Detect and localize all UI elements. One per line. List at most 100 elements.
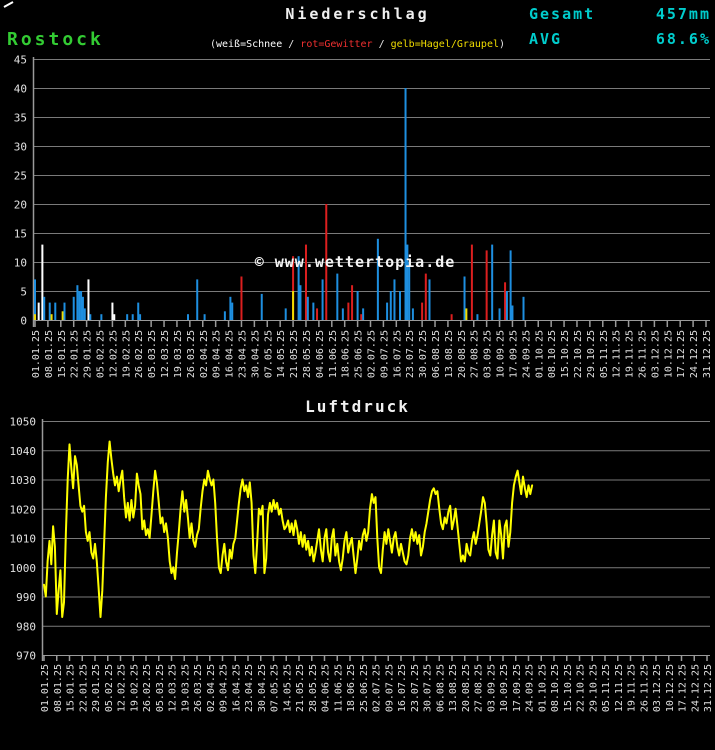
x-tick-label: 26.03.25	[186, 330, 197, 378]
x-tick-label: 01.10.25	[534, 330, 545, 378]
precip-bar-rain	[137, 302, 140, 320]
precip-bar-thunder	[240, 276, 243, 320]
x-tick-label: 30.04.25	[250, 330, 261, 378]
precip-bar-hail	[34, 314, 36, 320]
x-tick-label: 08.01.25	[53, 664, 64, 712]
x-tick-label: 02.04.25	[199, 330, 210, 378]
legend: (weiß=Schnee / rot=Gewitter / gelb=Hagel…	[0, 39, 715, 50]
precip-bar-rain	[203, 314, 206, 320]
x-tick-label: 26.03.25	[193, 664, 204, 712]
x-tick-label: 09.04.25	[219, 664, 230, 712]
precip-bar-rain	[43, 296, 46, 320]
x-tick-label: 03.09.25	[486, 664, 497, 712]
x-tick-label: 23.04.25	[244, 664, 255, 712]
x-tick-label: 07.05.25	[263, 330, 274, 378]
y-tick-label: 45	[14, 54, 27, 67]
avg-value: 68.6%	[655, 30, 711, 48]
total-value: 457mm	[655, 5, 711, 23]
x-tick-label: 14.05.25	[282, 664, 293, 712]
precip-bar-rain	[312, 302, 315, 320]
precip-bar-rain	[100, 314, 103, 320]
x-tick-label: 15.10.25	[560, 330, 571, 378]
x-tick-label: 17.09.25	[512, 664, 523, 712]
x-tick-label: 22.01.25	[78, 664, 89, 712]
x-tick-label: 20.08.25	[457, 330, 468, 378]
x-tick-label: 04.06.25	[315, 330, 326, 378]
x-tick-label: 19.03.25	[180, 664, 191, 712]
x-tick-label: 15.01.25	[66, 664, 77, 712]
x-tick-label: 02.04.25	[206, 664, 217, 712]
x-tick-label: 24.09.25	[521, 330, 532, 378]
precip-bar-rain	[428, 279, 431, 320]
total-label: Gesamt	[529, 5, 596, 23]
y-tick-label: 990	[16, 591, 36, 604]
x-tick-label: 09.04.25	[212, 330, 223, 378]
x-tick-label: 31.12.25	[702, 330, 713, 378]
x-tick-label: 09.07.25	[384, 664, 395, 712]
x-tick-label: 29.10.25	[586, 330, 597, 378]
x-tick-label: 14.05.25	[276, 330, 287, 378]
x-tick-label: 17.12.25	[678, 664, 689, 712]
precip-bar-rain	[83, 308, 86, 320]
x-tick-label: 15.10.25	[563, 664, 574, 712]
x-tick-label: 10.12.25	[665, 664, 676, 712]
precip-bar-snow	[113, 314, 116, 320]
legend-close: )	[498, 39, 506, 50]
x-tick-label: 22.10.25	[573, 330, 584, 378]
x-tick-label: 01.10.25	[537, 664, 548, 712]
x-tick-label: 24.12.25	[689, 330, 700, 378]
y-tick-label: 15	[14, 228, 27, 241]
precip-bar-rain	[81, 296, 84, 320]
x-tick-label: 19.11.25	[625, 330, 636, 378]
x-tick-label: 10.12.25	[663, 330, 674, 378]
y-tick-label: 1000	[10, 562, 37, 575]
precip-bar-thunder	[347, 302, 350, 320]
precip-bar-rain	[260, 293, 263, 320]
watermark: © www.wettertopia.de	[254, 253, 456, 271]
x-tick-label: 30.07.25	[423, 664, 434, 712]
y-tick-label: 1020	[10, 503, 37, 516]
y-tick-label: 20	[14, 199, 27, 212]
x-tick-label: 29.01.25	[91, 664, 102, 712]
x-tick-label: 10.09.25	[496, 330, 507, 378]
y-tick-label: 1040	[10, 445, 37, 458]
precip-bar-rain	[131, 314, 134, 320]
x-tick-label: 16.04.25	[225, 330, 236, 378]
x-tick-label: 24.12.25	[690, 664, 701, 712]
x-tick-label: 19.02.25	[121, 330, 132, 378]
precip-bar-rain	[72, 296, 75, 320]
precip-bar-rain	[522, 296, 525, 320]
precip-bar-rain	[411, 308, 414, 320]
x-tick-label: 03.12.25	[652, 664, 663, 712]
precip-bar-snow	[41, 244, 44, 320]
y-tick-label: 1050	[10, 416, 37, 429]
legend-sep1: /	[282, 39, 301, 50]
x-tick-label: 21.05.25	[295, 664, 306, 712]
precip-bar-rain	[362, 308, 365, 320]
precip-bar-rain	[223, 311, 226, 320]
x-tick-label: 26.11.25	[639, 664, 650, 712]
precip-bar-hail	[465, 308, 468, 320]
x-tick-label: 04.06.25	[321, 664, 332, 712]
x-tick-label: 06.08.25	[431, 330, 442, 378]
precip-bar-thunder	[304, 244, 307, 320]
legend-open: (	[209, 39, 216, 50]
y-tick-label: 970	[16, 650, 36, 663]
precip-bar-thunder	[351, 285, 354, 320]
x-tick-label: 30.04.25	[257, 664, 268, 712]
x-tick-label: 26.02.25	[134, 330, 145, 378]
x-tick-label: 08.10.25	[550, 664, 561, 712]
x-tick-label: 30.07.25	[418, 330, 429, 378]
precip-bar-snow	[37, 302, 40, 320]
precip-bar-rain	[80, 291, 83, 320]
precip-bar-thunder	[485, 250, 488, 320]
precip-bar-rain	[511, 305, 514, 320]
rain-bars	[34, 88, 525, 320]
x-tick-label: 13.08.25	[444, 330, 455, 378]
x-tick-label: 08.10.25	[547, 330, 558, 378]
precip-bar-rain	[376, 238, 379, 320]
x-tick-label: 25.06.25	[359, 664, 370, 712]
x-tick-label: 11.06.25	[333, 664, 344, 712]
precip-bar-rain	[63, 302, 66, 320]
